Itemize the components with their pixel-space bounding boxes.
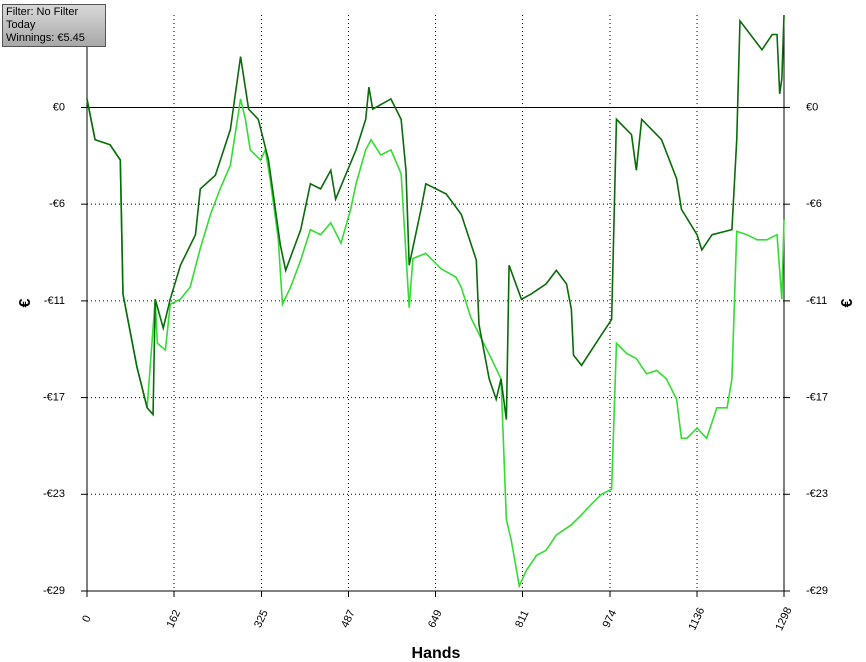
x-tick-label: 811 [513,608,531,629]
y-tick-label: €0 [53,101,65,113]
x-tick-label: 649 [426,608,445,630]
x-tick-label: 1136 [686,606,707,633]
y-axis-title: € [17,298,34,307]
y2-tick-label: -€17 [806,391,828,403]
x-tick-label: 487 [339,608,358,630]
y2-tick-label: -€29 [806,585,828,597]
y2-tick-label: €0 [806,101,818,113]
y-tick-label: -€11 [44,295,65,307]
winnings-text: Winnings: €5.45 [6,32,85,44]
x-tick-label: 162 [165,608,184,630]
y-tick-label: -€6 [49,198,65,210]
x-tick-label: 974 [601,608,620,630]
info-box: Filter: No Filter Today Winnings: €5.45 [2,4,106,47]
series-line [86,98,785,589]
y2-tick-label: -€6 [806,198,822,210]
filter-text: Filter: No Filter [6,6,79,18]
x-axis-title: Hands [412,645,461,662]
y2-axis-title: € [839,298,856,307]
x-tick-label: 0 [80,614,93,625]
x-tick-label: 1298 [773,605,794,632]
y-tick-label: -€23 [43,488,65,500]
period-text: Today [6,19,36,31]
y-tick-label: -€17 [43,391,65,403]
series-line [86,14,785,420]
y2-tick-label: -€23 [806,488,828,500]
x-tick-label: 325 [252,608,271,630]
y-tick-label: -€29 [43,585,65,597]
y2-tick-label: -€11 [806,295,827,307]
